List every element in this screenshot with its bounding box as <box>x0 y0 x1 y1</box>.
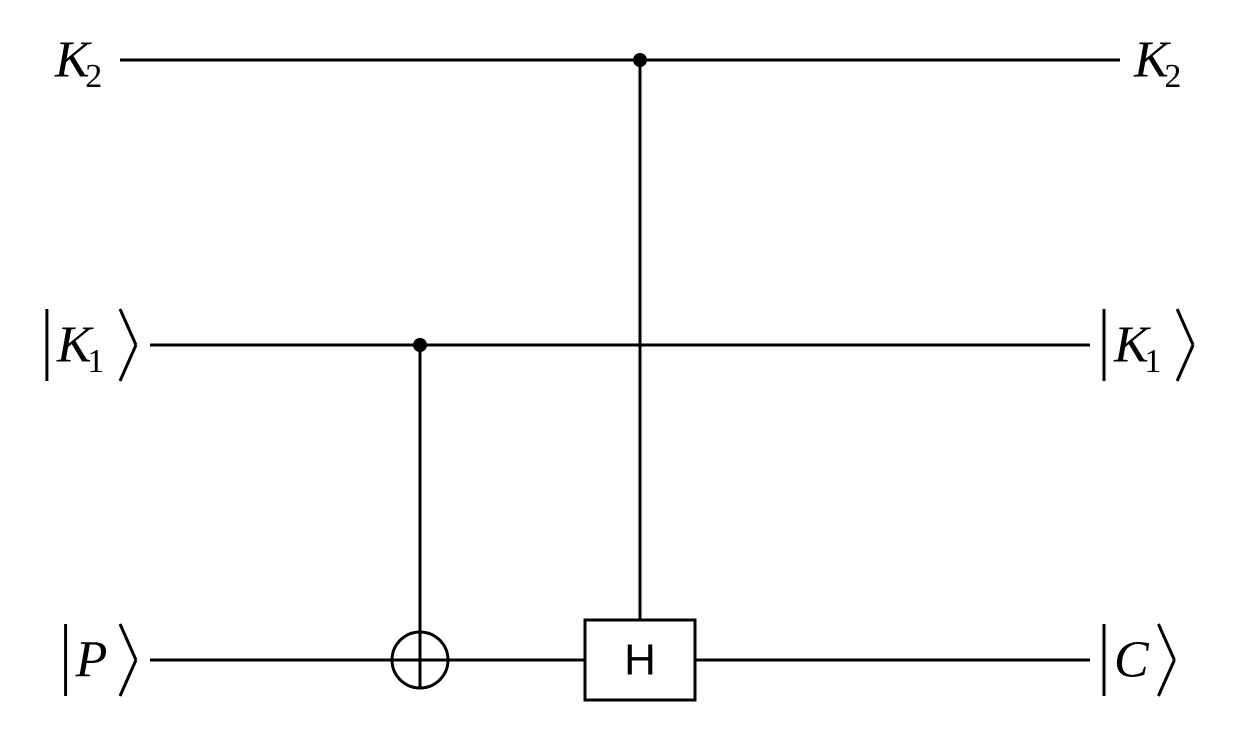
label-left-K2: K2 <box>54 32 102 96</box>
svg-text:C: C <box>1114 632 1150 689</box>
svg-text:2: 2 <box>1164 58 1181 95</box>
label-left-P: P <box>66 624 136 696</box>
label-right-K2: K2 <box>1133 32 1181 96</box>
label-left-K1: K1 <box>47 309 136 381</box>
gate-label-H: H <box>624 636 656 685</box>
quantum-circuit-diagram: H K2 K2 K1 K1 P C <box>0 0 1240 744</box>
control-dot <box>633 53 647 67</box>
svg-text:1: 1 <box>1144 343 1161 380</box>
label-right-K1: K1 <box>1104 309 1193 381</box>
svg-text:2: 2 <box>85 58 102 95</box>
label-right-P: C <box>1104 624 1174 696</box>
svg-text:1: 1 <box>87 343 104 380</box>
control-dot <box>413 338 427 352</box>
svg-text:P: P <box>75 632 108 689</box>
